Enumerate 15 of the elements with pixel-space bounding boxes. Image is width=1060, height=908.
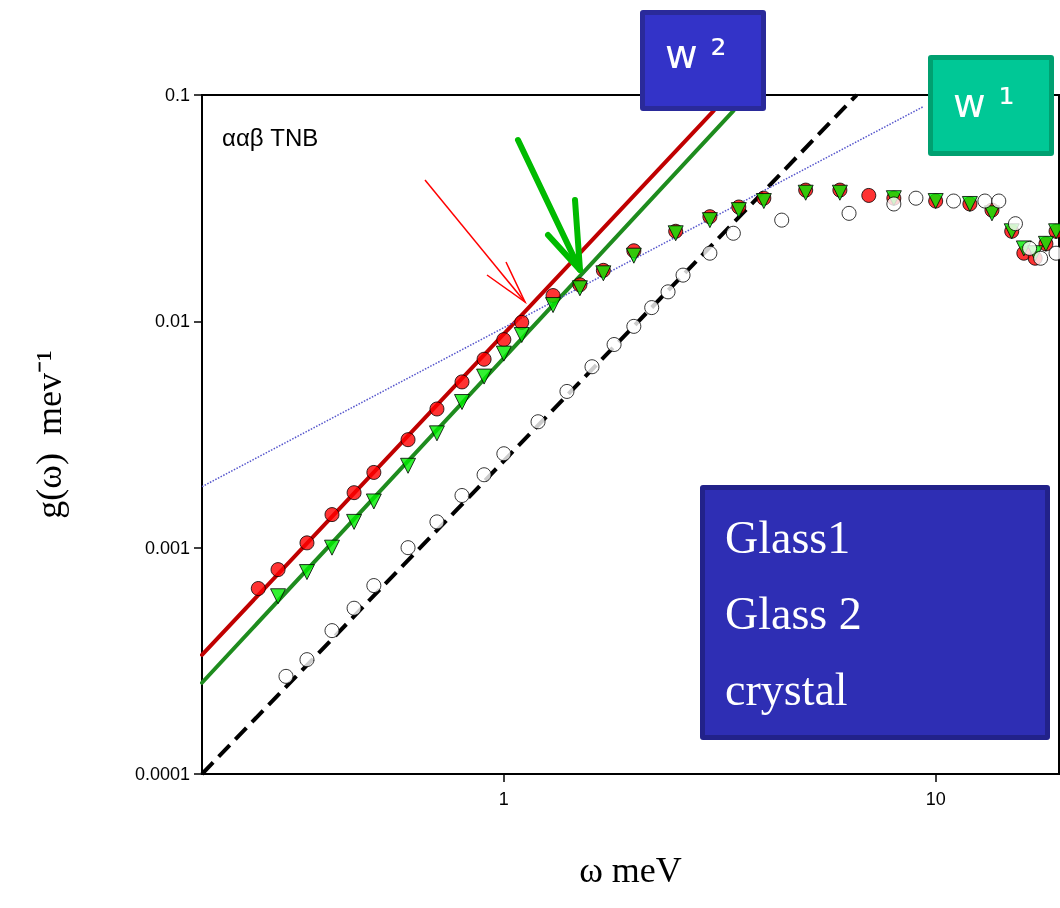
annotation: Glass1 <box>725 511 852 565</box>
x-axis-title: ω meV <box>579 850 682 890</box>
y-axis-title: g(ω) mev⁻¹ <box>29 350 69 519</box>
label-box: w ¹ <box>928 55 1054 156</box>
label-box: w ² <box>640 10 766 111</box>
y-tick-label: 0.1 <box>164 85 190 105</box>
y-tick-label: 0.01 <box>154 311 190 332</box>
label-box: Glass1 Glass 2 crystal <box>700 485 1050 740</box>
annotation: Glass 2 <box>725 587 863 641</box>
x-tick-label: 1 <box>498 789 509 809</box>
y-tick-label: 0.0001 <box>134 764 190 784</box>
annotation: ααβ TNB <box>222 124 319 152</box>
y-tick-label: 0.001 <box>144 537 190 558</box>
x-tick-label: 10 <box>925 789 946 809</box>
annotation: crystal <box>725 663 849 717</box>
